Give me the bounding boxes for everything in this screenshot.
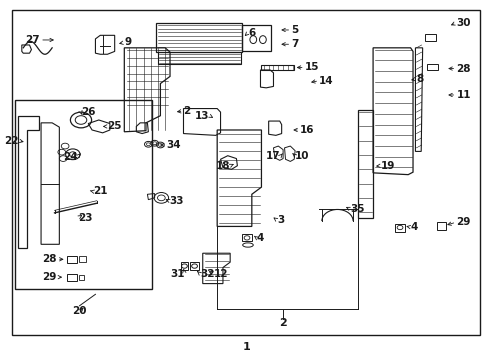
- Text: 9: 9: [124, 37, 131, 48]
- Text: 2: 2: [183, 106, 190, 116]
- Text: 28: 28: [42, 254, 57, 264]
- Bar: [15, 100, 152, 289]
- Bar: [242, 24, 270, 51]
- Text: 11: 11: [455, 90, 470, 100]
- Text: 32: 32: [200, 269, 214, 279]
- Text: 4: 4: [256, 233, 264, 243]
- Text: 10: 10: [295, 151, 309, 161]
- Text: 29: 29: [455, 217, 470, 227]
- Bar: [66, 274, 77, 281]
- Text: 34: 34: [166, 140, 181, 150]
- Text: 33: 33: [169, 196, 183, 206]
- Text: 1: 1: [243, 342, 250, 352]
- Text: 35: 35: [350, 204, 364, 214]
- Text: 19: 19: [380, 161, 394, 171]
- Text: 28: 28: [455, 64, 470, 73]
- Bar: [427, 64, 437, 70]
- Text: 13: 13: [195, 111, 209, 121]
- Bar: [436, 222, 445, 230]
- Text: 31: 31: [170, 269, 184, 279]
- Text: 4: 4: [410, 222, 417, 232]
- Text: 16: 16: [299, 125, 314, 135]
- Text: 30: 30: [455, 18, 470, 28]
- Text: 12: 12: [213, 269, 227, 279]
- Text: 3: 3: [276, 215, 284, 225]
- Text: 8: 8: [416, 74, 423, 84]
- Text: 25: 25: [107, 121, 122, 131]
- Text: 17: 17: [265, 151, 280, 161]
- Bar: [180, 262, 188, 270]
- Bar: [190, 262, 199, 270]
- Bar: [79, 275, 84, 280]
- Text: 6: 6: [247, 28, 255, 38]
- Text: 22: 22: [4, 136, 19, 146]
- Text: 24: 24: [63, 152, 78, 162]
- Text: 18: 18: [215, 161, 230, 171]
- Text: 26: 26: [81, 107, 95, 117]
- Bar: [79, 256, 85, 262]
- Text: 29: 29: [42, 272, 57, 282]
- Text: 14: 14: [319, 76, 333, 86]
- Text: 15: 15: [304, 63, 319, 72]
- Text: 5: 5: [291, 25, 298, 35]
- Bar: [66, 256, 77, 263]
- Text: 20: 20: [72, 306, 87, 316]
- Text: 7: 7: [291, 39, 298, 49]
- Text: 23: 23: [79, 212, 93, 222]
- Text: 21: 21: [93, 186, 107, 197]
- Text: 27: 27: [25, 35, 40, 45]
- Text: 2: 2: [279, 318, 286, 328]
- Bar: [424, 34, 435, 41]
